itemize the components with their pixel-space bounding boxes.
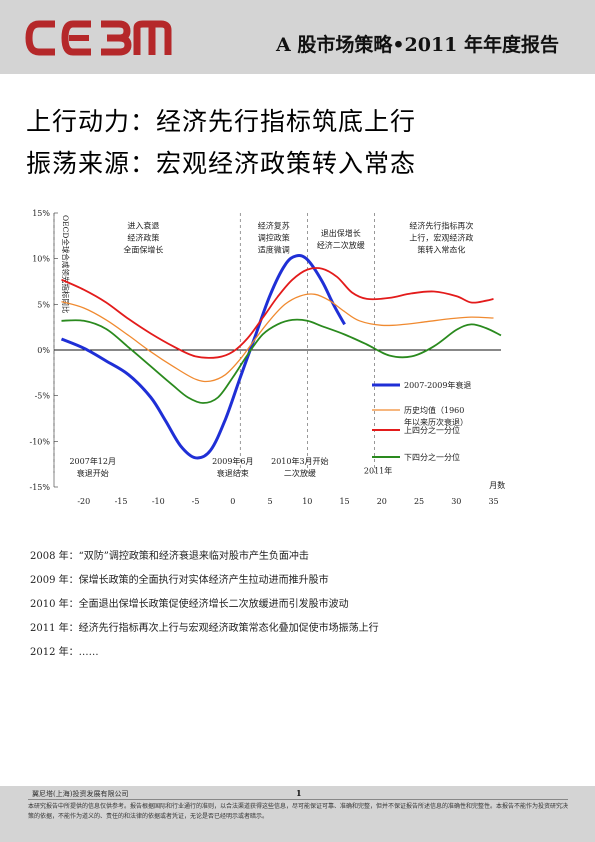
annotation-text: 2007年12月 [69,456,116,466]
annotation-text: 衰退开始 [77,468,109,478]
series-line-3 [61,318,502,404]
annotation-text: 经济二次放缓 [317,240,365,250]
annotation-text: 经济先行指标再次 [409,221,473,231]
annotation-text: 衰退结束 [217,468,249,478]
y-tick-label: 5% [37,300,50,309]
series-line-1 [61,293,494,383]
x-tick-label: -20 [77,497,90,506]
annotation-text: 退出保增长 [321,228,361,238]
annotation-text: 进入衰退 [127,221,159,231]
footer: 翼尼塔(上海)投资发展有限公司 1 本研究报告中所提供的信息仅供参考。报告根据国… [0,786,595,842]
annotation-text: 上行，宏观经济政 [409,233,473,243]
legend-label: 上四分之一分位 [404,425,460,435]
y-tick-label: 15% [32,209,50,218]
footer-disclaimer: 本研究报告中所提供的信息仅供参考。报告根据国际和行业通行的准则，以合法渠道获得这… [28,803,569,820]
page-number: 1 [296,788,302,798]
annotation-text: 经济复苏 [258,221,290,231]
x-tick-label: 20 [377,497,387,506]
y-tick-label: -10% [30,437,51,446]
event-2008: 2008 年：“双防”调控政策和经济衰退来临对股市产生负面冲击 [30,551,309,562]
event-2011: 2011 年：经济先行指标再次上行与宏观经济政策常态化叠加促使市场振荡上行 [30,623,379,634]
event-2009: 2009 年：保增长政策的全面执行对实体经济产生拉动进而推升股市 [30,575,329,586]
legend-label: 年以来历次衰退） [404,417,468,427]
report-title: A 股市场策略•2011 年年度报告 [276,34,559,56]
annotation-text: 2011年 [364,465,392,475]
annotation-text: 2009年6月 [212,456,253,466]
event-2010: 2010 年：全面退出保增长政策促使经济增长二次放缓进而引发股市波动 [30,599,349,610]
annotation-text: 全面保增长 [123,245,163,255]
y-tick-label: 0% [37,346,50,355]
x-tick-label: -10 [152,497,165,506]
series-line-0 [60,253,346,460]
series-line-2 [61,267,494,359]
x-tick-label: 0 [230,497,235,506]
annotation-text: 经济政策 [127,233,159,243]
event-2012: 2012 年：…… [30,647,99,658]
x-tick-label: 30 [451,497,461,506]
annotation-text: 调控政策 [258,233,290,243]
annotation-text: 策转入常态化 [417,245,465,255]
main-title-line1: 上行动力：经济先行指标筑底上行 [26,107,417,136]
x-tick-label: 35 [488,497,498,506]
y-tick-label: -5% [35,392,51,401]
x-tick-label: 5 [268,497,273,506]
y-axis-label: OECD全球合成领先指标同比 [61,215,71,314]
x-tick-label: 10 [302,497,312,506]
x-axis-label: 月数 [489,480,505,490]
legend-label: 下四分之一分位 [404,452,460,462]
footer-company: 翼尼塔(上海)投资发展有限公司 [32,790,129,798]
x-tick-label: 15 [339,497,349,506]
x-tick-label: -15 [115,497,128,506]
legend-label: 2007-2009年衰退 [404,380,471,390]
y-tick-label: -15% [30,483,51,492]
main-title-line2: 振荡来源：宏观经济政策转入常态 [26,149,417,178]
cebm-logo [25,20,172,56]
leading-indicator-chart: 15% 10% 5% 0% -5% -10% -15% -20 -15 -10 -5 0 5 10 15 20… [30,209,506,506]
x-tick-label: 25 [414,497,424,506]
annotation-text: 二次放缓 [284,468,316,478]
footer-divider [28,799,568,800]
events-list: 2008 年：“双防”调控政策和经济衰退来临对股市产生负面冲击 2009 年：保… [30,545,570,665]
y-tick-label: 10% [32,255,50,264]
legend-label: 历史均值（1960 [404,405,464,415]
x-tick-label: -5 [192,497,200,506]
header-bar: A 股市场策略•2011 年年度报告 [0,0,595,74]
annotation-text: 适度微调 [258,245,290,255]
annotation-text: 2010年3月开始 [271,456,328,466]
